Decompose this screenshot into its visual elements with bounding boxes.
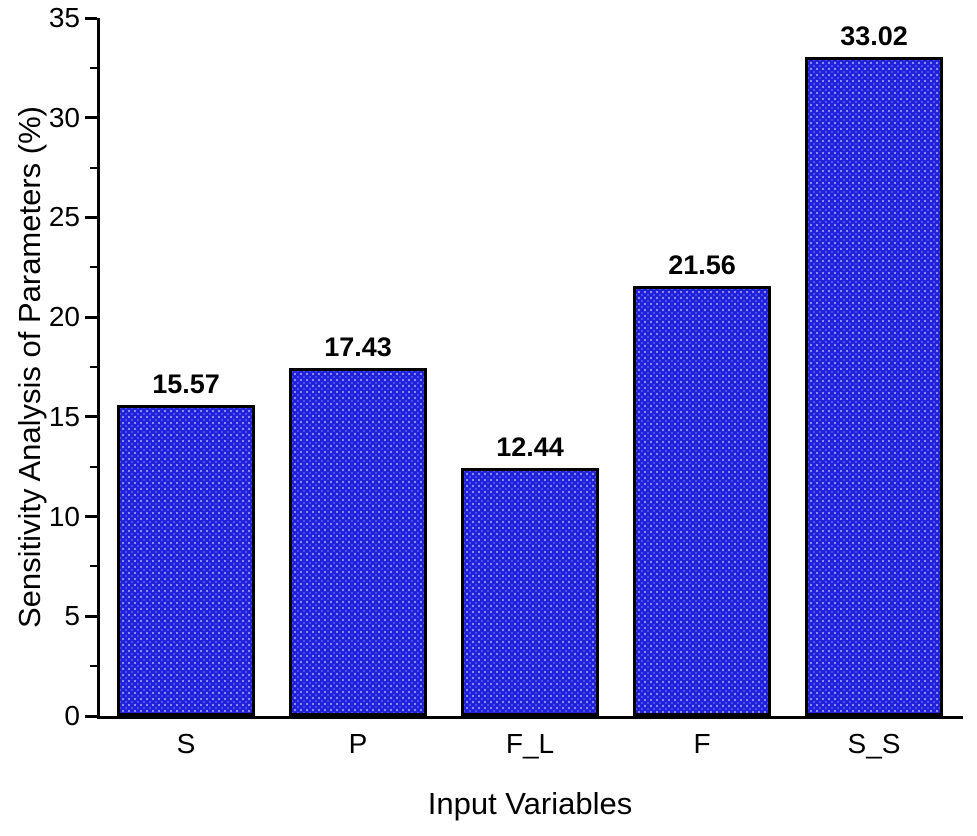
y-axis-title: Sensitivity Analysis of Parameters (%) (12, 105, 47, 629)
y-tick-label: 30 (48, 101, 80, 133)
x-axis-title: Input Variables (427, 786, 633, 821)
bar-S_S (805, 57, 943, 716)
y-major-tick (85, 515, 97, 519)
y-tick-label: 5 (64, 600, 80, 632)
y-tick-label: 25 (48, 201, 80, 233)
x-tick-label-F: F (693, 728, 711, 759)
y-minor-tick (90, 266, 97, 269)
bar-P (289, 368, 427, 716)
y-major-tick (85, 315, 97, 319)
bar-value-label: 15.57 (152, 369, 220, 399)
x-axis-line (97, 716, 963, 719)
x-tick-label-S: S (176, 728, 196, 759)
y-minor-tick (90, 366, 97, 368)
y-minor-tick (90, 565, 97, 568)
y-major-tick (85, 16, 97, 20)
y-tick-label: 0 (64, 700, 80, 731)
y-major-tick (85, 116, 97, 120)
bar-F_L (461, 468, 599, 716)
y-axis-line (97, 18, 100, 719)
bar-S (117, 405, 255, 716)
y-minor-tick (90, 166, 97, 169)
bar-F (633, 286, 771, 716)
y-minor-tick (90, 465, 97, 468)
y-minor-tick (90, 665, 97, 668)
y-major-tick (85, 614, 97, 618)
x-tick-label-P: P (348, 728, 368, 759)
y-minor-tick (90, 66, 97, 69)
y-tick-label: 20 (48, 301, 80, 333)
bar-value-label: 21.56 (668, 250, 736, 280)
plot-area: 15.57 17.43 12.44 21.56 33.02 (100, 18, 960, 716)
y-tick-label: 10 (48, 500, 80, 532)
y-major-tick (85, 714, 97, 718)
x-tick-label-S_S: S_S (847, 728, 901, 759)
bar-value-label: 12.44 (496, 432, 564, 462)
bar-value-label: 33.02 (840, 21, 908, 51)
y-major-tick (85, 215, 97, 219)
y-tick-label: 35 (48, 2, 80, 33)
bar-value-label: 17.43 (324, 332, 392, 362)
y-major-tick (85, 415, 97, 419)
x-tick-label-F_L: F_L (505, 728, 555, 759)
y-tick-label: 15 (48, 400, 80, 432)
